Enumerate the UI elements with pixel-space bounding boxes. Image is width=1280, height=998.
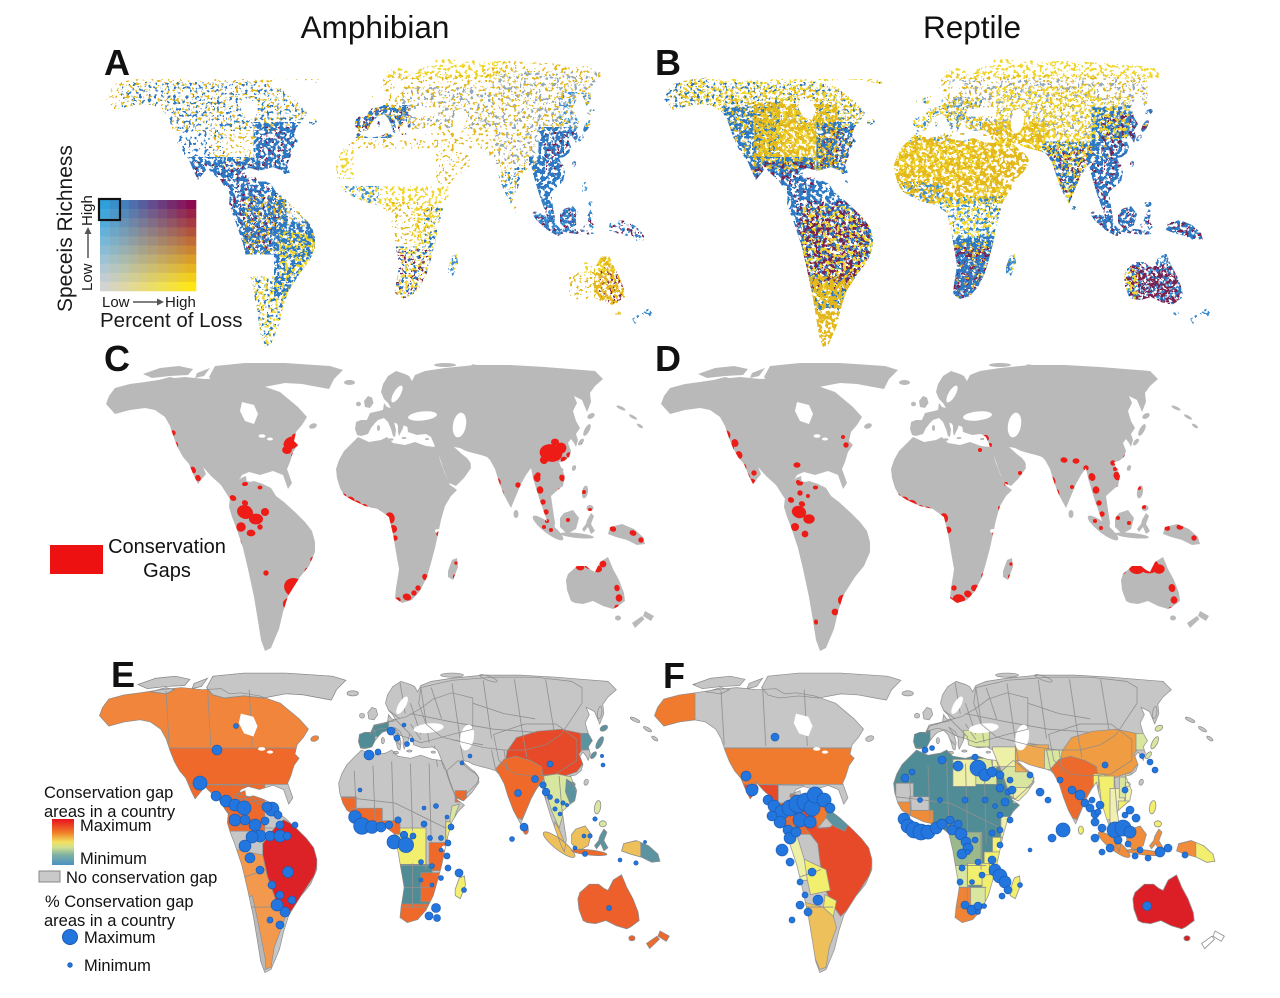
svg-text:Low: Low [102,294,130,311]
svg-text:High: High [79,195,96,226]
svg-text:Maximum: Maximum [80,817,152,835]
svg-text:Maximum: Maximum [84,929,156,947]
svg-text:areas in a country: areas in a country [44,803,176,821]
svg-text:% Conservation gap: % Conservation gap [45,893,194,911]
svg-text:D: D [655,338,681,379]
svg-text:Reptile: Reptile [923,9,1021,45]
svg-text:E: E [111,654,135,695]
svg-text:No conservation gap: No conservation gap [66,869,217,887]
svg-text:Percent of Loss: Percent of Loss [100,309,242,332]
svg-text:areas in a country: areas in a country [44,912,176,930]
svg-text:Conservation: Conservation [108,536,226,558]
svg-text:Minimum: Minimum [84,957,151,975]
svg-text:Conservation gap: Conservation gap [44,784,173,802]
svg-text:A: A [104,42,130,83]
svg-text:C: C [104,338,130,379]
svg-text:B: B [655,42,681,83]
svg-text:Minimum: Minimum [80,850,147,868]
svg-text:Speceis Richness: Speceis Richness [54,145,77,312]
svg-text:Gaps: Gaps [143,560,191,582]
svg-text:Low: Low [79,263,96,291]
svg-text:F: F [663,655,685,696]
svg-text:High: High [165,294,196,311]
svg-text:Amphibian: Amphibian [301,9,450,45]
